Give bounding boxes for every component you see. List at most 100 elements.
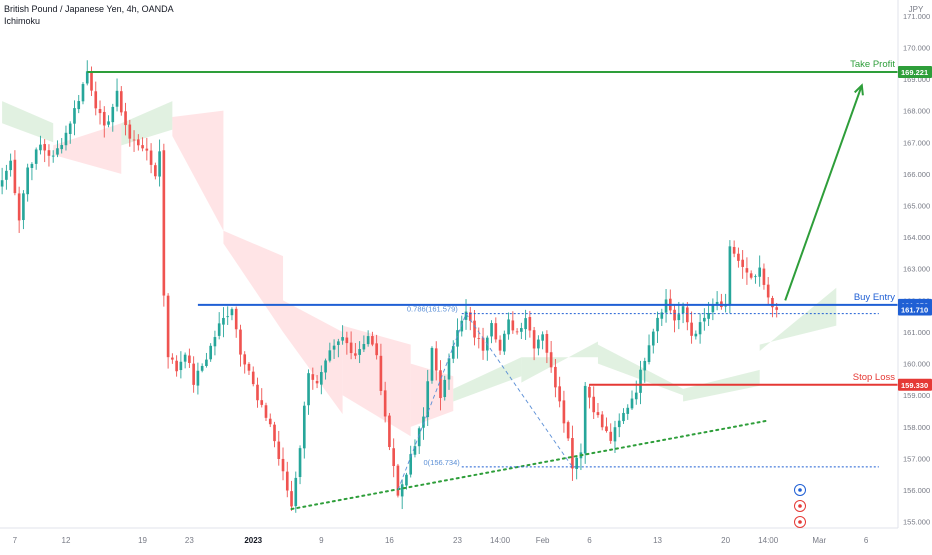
symbol-title[interactable]: British Pound / Japanese Yen, 4h, OANDA	[4, 4, 174, 14]
candle-body	[617, 420, 621, 428]
cloud-segment	[283, 300, 343, 415]
candle-body	[81, 84, 85, 102]
time-tick-label: 12	[62, 536, 71, 545]
flag-icon-dot	[798, 520, 802, 524]
price-tick-label: 156.000	[903, 486, 930, 495]
candle-body	[85, 71, 89, 84]
candle-body	[141, 145, 144, 149]
candle-body	[400, 484, 404, 497]
candle-body	[511, 320, 515, 331]
candle-body	[762, 268, 766, 285]
cloud-segment	[759, 287, 837, 351]
candle-body	[549, 352, 553, 368]
candle-body	[179, 361, 183, 371]
price-tick-label: 163.000	[903, 265, 930, 274]
candle-body	[592, 396, 596, 413]
candle-body	[43, 144, 47, 151]
indicator-label[interactable]: Ichimoku	[4, 16, 41, 26]
drawings[interactable]: 0.786(161.579) 0(156.734)	[87, 71, 898, 511]
candle-body	[94, 91, 98, 109]
candle-body	[677, 314, 681, 321]
candle-body	[771, 297, 774, 308]
price-tag-value: 159.330	[901, 381, 928, 390]
price-tick-label: 164.000	[903, 233, 930, 242]
candle-body	[634, 392, 638, 400]
candle-body	[605, 426, 608, 432]
candle-body	[698, 322, 702, 335]
candle-body	[583, 385, 587, 454]
candle-body	[409, 454, 413, 475]
candle-body	[234, 308, 238, 330]
candle-body	[430, 347, 434, 381]
fib-top-label: 0.786(161.579)	[407, 305, 458, 314]
candle-body	[136, 139, 140, 146]
candle-body	[494, 323, 498, 340]
candle-body	[460, 320, 464, 332]
candle-body	[392, 448, 395, 467]
candle-body	[354, 353, 357, 356]
candle-body	[345, 337, 349, 344]
candle-body	[426, 381, 430, 418]
candle-body	[128, 124, 132, 139]
target-arrow-head	[854, 83, 864, 96]
candle-body	[503, 333, 506, 352]
candle-body	[434, 348, 438, 371]
time-tick-label: Feb	[536, 536, 550, 545]
price-tick-label: 166.000	[903, 170, 930, 179]
candle-body	[643, 360, 647, 371]
candle-body	[217, 323, 221, 336]
time-tick-label: 23	[453, 536, 462, 545]
candle-body	[171, 357, 174, 360]
candle-body	[647, 345, 651, 363]
candle-body	[383, 390, 387, 417]
price-tick-label: 155.000	[903, 518, 930, 527]
candle-body	[332, 345, 336, 350]
candle-body	[34, 149, 38, 164]
candle-body	[379, 355, 383, 391]
time-tick-label: 6	[587, 536, 592, 545]
level-name: Take Profit	[850, 59, 895, 70]
time-tick-label: 6	[864, 536, 869, 545]
candle-body	[196, 370, 200, 386]
price-tag-box	[898, 303, 932, 316]
candle-body	[473, 320, 476, 338]
price-tick-label: 159.000	[903, 391, 930, 400]
candle-body	[256, 384, 259, 401]
candle-body	[188, 355, 191, 363]
candle-body	[39, 144, 42, 151]
candle-body	[175, 360, 178, 372]
candle-body	[277, 441, 281, 459]
candle-body	[745, 268, 749, 273]
candle-body	[328, 350, 332, 361]
candle-body	[737, 253, 740, 261]
candle-body	[213, 337, 217, 347]
side-icons[interactable]	[794, 484, 806, 528]
candle-body	[162, 150, 166, 296]
candle-body	[490, 323, 493, 337]
cloud-segment	[410, 363, 454, 427]
chart-header: British Pound / Japanese Yen, 4h, OANDA …	[4, 4, 174, 26]
candle-body	[524, 318, 527, 330]
candle-body	[422, 416, 425, 428]
time-tick-label: 16	[385, 536, 394, 545]
candle-body	[732, 246, 736, 254]
candle-body	[107, 121, 110, 125]
candle-body	[766, 284, 770, 298]
candle-body	[30, 163, 34, 168]
candle-body	[13, 159, 17, 194]
candle-body	[320, 372, 323, 385]
candle-body	[741, 259, 744, 267]
candle-body	[575, 457, 578, 470]
candle-body	[609, 431, 613, 441]
candle-body	[477, 338, 481, 339]
candle-body	[222, 317, 225, 325]
time-tick-label: 7	[13, 536, 18, 545]
time-tick-label: 14:00	[758, 536, 779, 545]
candle-body	[405, 474, 408, 486]
cloud-segment	[223, 230, 284, 332]
candle-body	[124, 111, 127, 126]
candle-body	[613, 427, 617, 442]
candle-body	[90, 71, 93, 91]
